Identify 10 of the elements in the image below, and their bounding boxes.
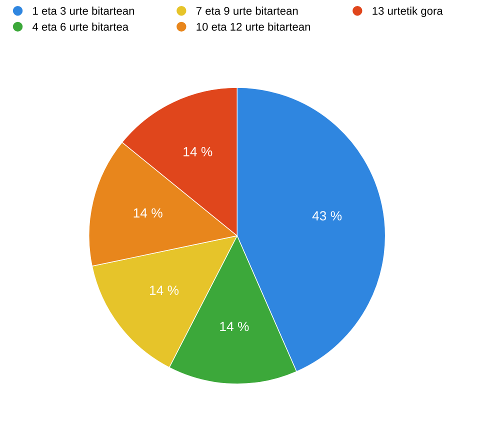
- legend-label: 10 eta 12 urte bitartean: [196, 22, 310, 31]
- data-label: 14 %: [150, 286, 179, 295]
- legend-label: 4 eta 6 urte bitartea: [32, 22, 129, 31]
- legend-label: 1 eta 3 urte bitartean: [33, 6, 134, 15]
- data-label: 43 %: [312, 211, 342, 220]
- legend-label: 13 urtetik gora: [372, 6, 443, 18]
- legend-label: 7 eta 9 urte bitartean: [196, 6, 298, 15]
- data-label: 14 %: [184, 147, 212, 156]
- data-label: 14 %: [220, 322, 249, 332]
- data-label: 14 %: [134, 208, 162, 218]
